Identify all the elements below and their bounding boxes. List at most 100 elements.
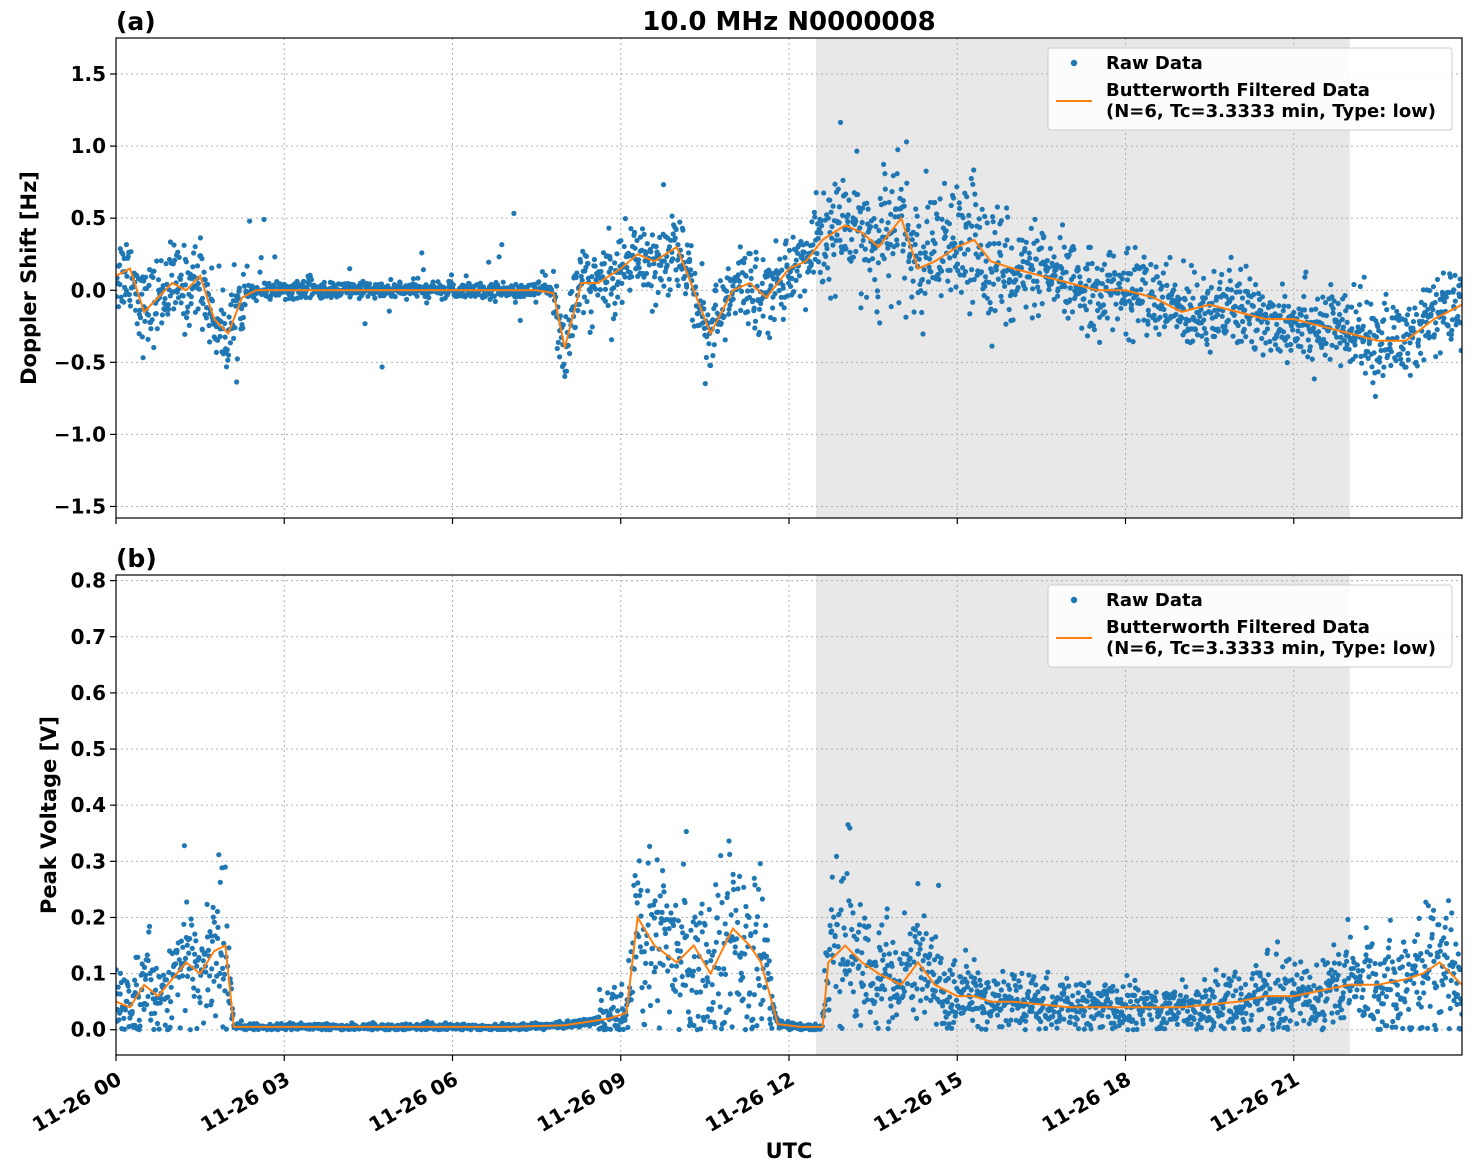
raw-data-point — [652, 915, 657, 920]
raw-data-point — [220, 287, 225, 292]
raw-data-point — [989, 270, 994, 275]
raw-data-point — [853, 1008, 858, 1013]
raw-data-point — [187, 936, 192, 941]
raw-data-point — [225, 358, 230, 363]
raw-data-point — [995, 1013, 1000, 1018]
raw-data-point — [1018, 984, 1023, 989]
raw-data-point — [1007, 307, 1012, 312]
raw-data-point — [765, 938, 770, 943]
raw-data-point — [1102, 262, 1107, 267]
raw-data-point — [828, 923, 833, 928]
raw-data-point — [207, 339, 212, 344]
raw-data-point — [1045, 970, 1050, 975]
raw-data-point — [1183, 984, 1188, 989]
raw-data-point — [184, 899, 189, 904]
raw-data-point — [983, 1027, 988, 1032]
raw-data-point — [970, 300, 975, 305]
raw-data-point — [697, 920, 702, 925]
raw-data-point — [189, 301, 194, 306]
raw-data-point — [655, 857, 660, 862]
raw-data-point — [1259, 1007, 1264, 1012]
raw-data-point — [1458, 320, 1463, 325]
raw-data-point — [722, 1020, 727, 1025]
raw-data-point — [426, 295, 431, 300]
raw-data-point — [197, 287, 202, 292]
raw-data-point — [831, 204, 836, 209]
raw-data-point — [920, 937, 925, 942]
raw-data-point — [1272, 1006, 1277, 1011]
raw-data-point — [1201, 276, 1206, 281]
raw-data-point — [668, 910, 673, 915]
raw-data-point — [1407, 340, 1412, 345]
raw-data-point — [132, 978, 137, 983]
raw-data-point — [1301, 294, 1306, 299]
raw-data-point — [943, 234, 948, 239]
raw-data-point — [670, 256, 675, 261]
raw-data-point — [1095, 266, 1100, 271]
raw-data-point — [896, 300, 901, 305]
raw-data-point — [640, 1008, 645, 1013]
raw-data-point — [1044, 975, 1049, 980]
raw-data-point — [754, 922, 759, 927]
raw-data-point — [757, 983, 762, 988]
raw-data-point — [1229, 255, 1234, 260]
raw-data-point — [228, 340, 233, 345]
raw-data-point — [964, 980, 969, 985]
raw-data-point — [700, 902, 705, 907]
raw-data-point — [1253, 282, 1258, 287]
raw-data-point — [1243, 1011, 1248, 1016]
raw-data-point — [198, 235, 203, 240]
raw-data-point — [1285, 1027, 1290, 1032]
raw-data-point — [913, 927, 918, 932]
raw-data-point — [692, 915, 697, 920]
raw-data-point — [760, 281, 765, 286]
raw-data-point — [757, 330, 762, 335]
raw-data-point — [1013, 983, 1018, 988]
raw-data-point — [1197, 314, 1202, 319]
raw-data-point — [232, 262, 237, 267]
raw-data-point — [497, 254, 502, 259]
y-tick-label: 1.5 — [71, 62, 106, 86]
raw-data-point — [135, 321, 140, 326]
raw-data-point — [902, 989, 907, 994]
raw-data-point — [1294, 1021, 1299, 1026]
raw-data-point — [1233, 970, 1238, 975]
raw-data-point — [197, 995, 202, 1000]
raw-data-point — [1271, 303, 1276, 308]
raw-data-point — [639, 985, 644, 990]
raw-data-point — [695, 937, 700, 942]
raw-data-point — [996, 993, 1001, 998]
raw-data-point — [829, 907, 834, 912]
raw-data-point — [1034, 279, 1039, 284]
raw-data-point — [518, 318, 523, 323]
raw-data-point — [920, 277, 925, 282]
raw-data-point — [379, 281, 384, 286]
raw-data-point — [1288, 342, 1293, 347]
raw-data-point — [839, 907, 844, 912]
raw-data-point — [942, 1021, 947, 1026]
raw-data-point — [636, 934, 641, 939]
raw-data-point — [1070, 309, 1075, 314]
raw-data-point — [714, 940, 719, 945]
raw-data-point — [609, 337, 614, 342]
raw-data-point — [225, 347, 230, 352]
raw-data-point — [967, 311, 972, 316]
raw-data-point — [1307, 999, 1312, 1004]
raw-data-point — [1404, 322, 1409, 327]
raw-data-point — [767, 335, 772, 340]
raw-data-point — [1001, 279, 1006, 284]
raw-data-point — [1150, 290, 1155, 295]
raw-data-point — [1123, 331, 1128, 336]
raw-data-point — [1356, 317, 1361, 322]
y-tick-label: −0.5 — [54, 350, 106, 374]
raw-data-point — [856, 930, 861, 935]
raw-data-point — [835, 232, 840, 237]
raw-data-point — [1405, 351, 1410, 356]
raw-data-point — [1024, 1013, 1029, 1018]
raw-data-point — [612, 301, 617, 306]
raw-data-point — [1081, 296, 1086, 301]
raw-data-point — [493, 299, 498, 304]
raw-data-point — [1230, 295, 1235, 300]
raw-data-point — [886, 1026, 891, 1031]
